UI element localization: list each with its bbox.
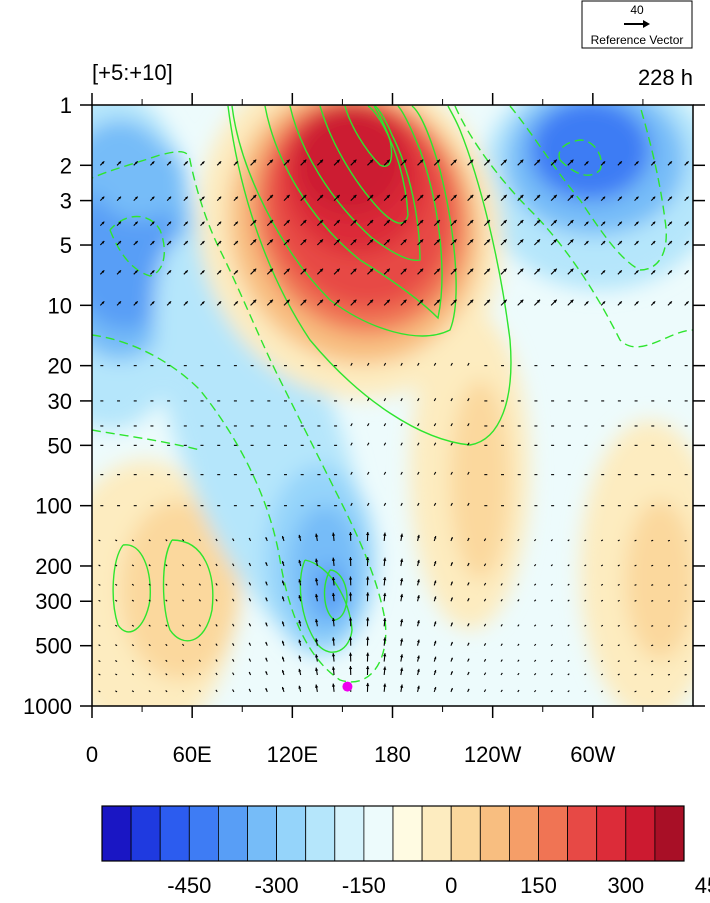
color-bar-swatch [597, 806, 626, 861]
wind-vector [635, 600, 637, 601]
color-bar-label: -450 [167, 873, 211, 898]
color-bar-swatch [248, 806, 277, 861]
wind-vector [651, 626, 653, 627]
color-bar-label: 300 [607, 873, 644, 898]
wind-vector [635, 691, 637, 692]
wind-vector [668, 540, 670, 541]
reference-vector-label: Reference Vector [591, 33, 684, 47]
wind-vector [651, 674, 653, 675]
wind-vector [668, 674, 670, 675]
wind-vector [635, 625, 637, 626]
y-tick-label: 10 [48, 293, 72, 318]
wind-vector [651, 540, 653, 541]
x-tick-label: 60E [173, 742, 212, 767]
wind-vector [668, 691, 670, 692]
color-bar-swatch [189, 806, 218, 861]
color-bar-swatch [626, 806, 655, 861]
wind-vector [668, 585, 670, 586]
location-marker [342, 682, 352, 692]
wind-vector [651, 691, 653, 692]
color-bar-swatch [160, 806, 189, 861]
filled-field [20, 22, 710, 740]
wind-vector [635, 674, 637, 675]
color-bar-swatch [218, 806, 247, 861]
y-tick-label: 20 [48, 354, 72, 379]
wind-vector [635, 585, 637, 586]
color-bar-label: 150 [520, 873, 557, 898]
y-tick-label: 200 [35, 554, 72, 579]
y-tick-label: 100 [35, 494, 72, 519]
color-bar: -450 -300 -150 0 150 300 450 [102, 806, 710, 898]
color-bar-swatch [306, 806, 335, 861]
wind-vector [668, 565, 670, 566]
color-bar-swatch [451, 806, 480, 861]
color-bar-swatch [568, 806, 597, 861]
x-tick-label: 180 [374, 742, 411, 767]
color-bar-label: 0 [445, 873, 457, 898]
wind-vector [635, 540, 637, 541]
wind-vector [635, 661, 637, 662]
color-bar-swatch [364, 806, 393, 861]
y-tick-label: 30 [48, 389, 72, 414]
color-bar-label: -300 [255, 873, 299, 898]
left-string: [+5:+10] [92, 60, 173, 85]
y-tick-label: 500 [35, 634, 72, 659]
wind-vector [668, 661, 670, 662]
y-tick-label: 1 [60, 93, 72, 118]
reference-vector-box: 40 Reference Vector [582, 1, 692, 48]
wind-vector [635, 645, 637, 646]
y-tick-label: 1000 [23, 694, 72, 719]
reference-vector-magnitude: 40 [630, 3, 644, 17]
color-bar-swatch [509, 806, 538, 861]
color-bar-label: 450 [695, 873, 710, 898]
wind-vector [635, 565, 637, 566]
y-tick-label: 5 [60, 233, 72, 258]
y-tick-label: 3 [60, 189, 72, 214]
color-bar-swatch [655, 806, 684, 861]
color-bar-swatch [102, 806, 131, 861]
color-bar-swatch [277, 806, 306, 861]
wind-vector [668, 601, 670, 602]
y-tick-label: 300 [35, 589, 72, 614]
color-bar-swatch [131, 806, 160, 861]
color-bar-swatch [422, 806, 451, 861]
color-bar-swatch [539, 806, 568, 861]
wind-vector [651, 585, 653, 586]
wind-vector [668, 626, 670, 627]
wind-vector [651, 645, 653, 646]
x-tick-label: 120W [464, 742, 522, 767]
x-tick-label: 120E [267, 742, 318, 767]
color-bar-label: -150 [342, 873, 386, 898]
color-bar-swatch [480, 806, 509, 861]
x-tick-label: 0 [86, 742, 98, 767]
wind-vector [651, 565, 653, 566]
right-string: 228 h [638, 65, 693, 90]
y-tick-label: 50 [48, 433, 72, 458]
wind-vector [651, 601, 653, 602]
color-bar-swatch [335, 806, 364, 861]
x-tick-label: 60W [570, 742, 615, 767]
y-tick-label: 2 [60, 153, 72, 178]
wind-vector [668, 645, 670, 646]
wind-vector [651, 661, 653, 662]
color-bar-swatch [393, 806, 422, 861]
